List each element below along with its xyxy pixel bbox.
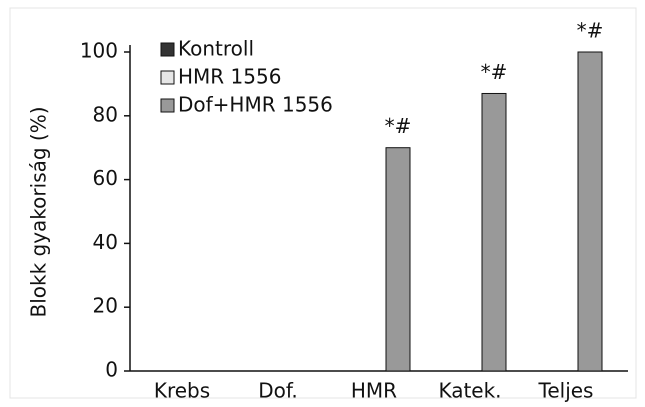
x-tick-label: Dof. [258,379,298,403]
y-axis-label: Blokk gyakoriság (%) [27,106,51,317]
legend-label: HMR 1556 [178,65,281,89]
x-tick-label: Teljes [538,379,594,403]
x-tick-label: Krebs [154,379,210,403]
y-tick-label: 60 [93,166,118,190]
bar [385,147,411,372]
y-tick-label: 100 [80,39,118,63]
bar [577,51,603,372]
x-tick-label: HMR [351,379,397,403]
annotation: *# [385,114,412,138]
annotation: *# [577,19,604,43]
y-tick-label: 80 [93,102,118,126]
legend-label: Kontroll [178,37,254,61]
y-tick-label: 0 [105,358,118,382]
frame [9,7,637,399]
x-tick-label: Katek. [438,379,501,403]
y-tick-label: 40 [93,230,118,254]
bar [481,92,507,372]
annotation: *# [481,60,508,84]
legend-swatch [160,42,175,57]
y-tick-label: 20 [93,294,118,318]
legend-swatch [160,70,175,85]
legend-label: Dof+HMR 1556 [178,93,333,117]
legend-swatch [160,98,175,113]
